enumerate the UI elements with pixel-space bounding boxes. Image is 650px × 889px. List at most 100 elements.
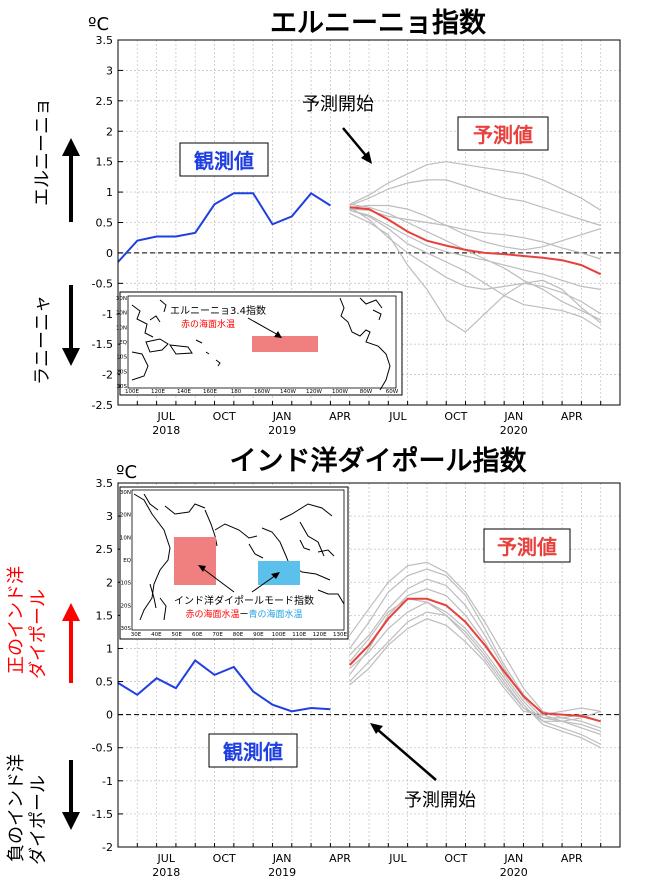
iod-inset-pointer-west-head: [198, 565, 206, 572]
enso-chart: エルニーニョ指数 ºC 3.5 3 2.5 2 1.5 1 0.5 0 -0.5 -1 -1.5 -2…: [32, 8, 621, 437]
bot-y-tick-label: 3: [106, 510, 113, 523]
iod-inset-title: インド洋ダイポールモード指数: [174, 594, 314, 607]
nino34-inset-lon-label: 160W: [254, 389, 270, 395]
bot-forecast-member-line: [349, 618, 601, 716]
iod-unit-label: ºC: [116, 462, 137, 483]
iod-inset-blue-term: 青の海面水温: [249, 608, 303, 620]
top-x-tick-label: JUL: [157, 410, 176, 423]
bot-forecast-member-line: [349, 601, 601, 749]
nino34-inset-map: エルニーニョ3.4指数 赤の海面水温 100E 120E 140E 160E 180 16…: [116, 291, 403, 396]
iod-inset-lon-label: 30E: [131, 632, 142, 638]
iod-inset-lon-label: 120E: [313, 632, 327, 638]
enso-y-tick-labels: 3.5 3 2.5 2 1.5 1 0.5 0 -0.5 -1 -1.5 -2 -2.5: [92, 34, 113, 412]
nino34-inset-lon-label: 80W: [360, 389, 373, 395]
top-y-tick-label: 2.5: [96, 95, 114, 108]
el-nino-up-arrowhead: [62, 138, 80, 156]
bot-y-tick-label: -2: [102, 841, 113, 854]
iod-inset-map-area: [131, 489, 345, 631]
top-x-tick-label: OCT: [444, 410, 467, 423]
nino34-inset-lon-label: 100W: [332, 389, 348, 395]
nino34-inset-lon-label: 120W: [306, 389, 322, 395]
bot-x-tick-label: APR: [329, 852, 351, 865]
iod-inset-lon-label: 90E: [253, 632, 264, 638]
iod-inset-coastline-east: [149, 503, 345, 621]
nino34-inset-coastline-west: [131, 299, 221, 381]
top-x-tick-year: 2018: [152, 424, 180, 437]
iod-y-tick-labels: 3.5 3 2.5 2 1.5 1 0.5 0 -0.5 -1 -1.5 -2: [92, 477, 113, 854]
nino34-inset-lon-label: 140E: [177, 389, 191, 395]
neg-iod-label-line2: ダイポール: [28, 775, 49, 865]
iod-inset-lat-label: 20S: [121, 603, 132, 609]
el-nino-side-label: エルニーニョ: [32, 98, 53, 206]
top-y-tick-label: -1.5: [92, 338, 113, 351]
nino34-inset-lon-label: 160E: [203, 389, 217, 395]
iod-plot-frame: [117, 482, 621, 848]
nino34-inset-lat-label: 10N: [116, 325, 127, 331]
nino34-inset-lat-label: 30S: [117, 384, 128, 390]
iod-inset-map: インド洋ダイポールモード指数 赤の海面水温ー青の海面水温 30E 40E 50E 60…: [119, 486, 349, 640]
bot-y-tick-label: 1.5: [96, 609, 114, 622]
top-forecast-member-line: [349, 179, 601, 227]
pos-iod-label-line2: ダイポール: [28, 589, 49, 679]
iod-inset-lat-label: 10S: [121, 581, 132, 587]
pos-iod-label-line1: 正のインド洋: [6, 566, 27, 674]
iod-observed-label-box: [208, 733, 298, 768]
nino34-inset-pointer-head: [274, 331, 282, 338]
bot-y-tick-label: 0: [106, 709, 113, 722]
top-x-tick-label: JUL: [388, 410, 407, 423]
top-y-tick-label: 1: [106, 186, 113, 199]
bot-y-tick-label: 0.5: [96, 676, 114, 689]
enso-forecast-start-arrow: [342, 127, 369, 159]
iod-observed-line: [117, 658, 331, 713]
top-forecast-member-line: [349, 161, 602, 211]
top-y-tick-label: -2: [102, 369, 113, 382]
top-y-tick-label: 2: [106, 125, 113, 138]
enso-observed-label: 観測値: [194, 149, 254, 173]
iod-inset-lat-label: 10N: [120, 535, 131, 541]
nino34-region-box: [252, 336, 318, 352]
top-y-tick-label: 3: [106, 64, 113, 77]
top-forecast-member-line: [349, 208, 601, 260]
top-forecast-member-line: [349, 203, 601, 321]
iod-inset-lon-label: 130E: [333, 632, 347, 638]
iod-inset-subtitle: 赤の海面水温ー青の海面水温: [185, 608, 302, 620]
iod-inset-lat-ticks: 30N 20N 10N EQ 10S 20S 30S: [120, 490, 132, 632]
enso-forecast-start-arrowhead: [361, 151, 372, 164]
iod-inset-lat-label: EQ: [123, 558, 131, 564]
iod-forecast-label: 予測値: [497, 535, 557, 559]
bot-x-tick-label: JAN: [272, 852, 292, 865]
nino34-inset-lon-label: 180: [231, 389, 242, 395]
top-y-tick-label: -1: [102, 308, 113, 321]
iod-inset-lon-label: 40E: [151, 632, 162, 638]
iod-inset-lon-label: 110E: [292, 632, 306, 638]
bot-forecast-member-line: [349, 561, 601, 729]
bot-y-tick-label: 3.5: [96, 477, 114, 490]
top-x-tick-year: 2019: [268, 424, 296, 437]
top-x-tick-label: APR: [329, 410, 351, 423]
iod-inset-minus: ー: [239, 610, 248, 620]
bot-x-tick-label: OCT: [444, 852, 467, 865]
top-y-tick-label: -2.5: [92, 399, 113, 412]
bot-x-tick-label: OCT: [213, 852, 236, 865]
iod-inset-lon-label: 80E: [233, 632, 244, 638]
top-y-tick-label: 1.5: [96, 156, 114, 169]
iod-inset-lon-label: 100E: [272, 632, 286, 638]
top-forecast-member-line: [349, 209, 601, 290]
la-nina-down-arrowhead: [62, 348, 80, 366]
la-nina-side-label: ラニーニャ: [32, 295, 53, 385]
iod-forecast-mean-line: [348, 597, 601, 723]
iod-inset-lat-label: 30N: [120, 490, 131, 496]
iod-inset-lon-label: 60E: [192, 632, 203, 638]
bot-y-tick-label: 2.5: [96, 543, 114, 556]
nino34-inset-pointer: [247, 317, 281, 337]
bot-x-tick-label: JUL: [388, 852, 407, 865]
top-forecast-member-line: [349, 204, 601, 251]
iod-inset-lon-label: 50E: [172, 632, 183, 638]
bot-x-tick-year: 2020: [500, 866, 528, 879]
bot-y-tick-label: -0.5: [92, 742, 113, 755]
iod-inset-pointer-west: [201, 567, 235, 593]
iod-inset-lon-ticks: 30E 40E 50E 60E 70E 80E 90E 100E 110E 120E 130E: [131, 632, 348, 638]
bot-x-tick-year: 2019: [268, 866, 296, 879]
top-x-tick-year: 2020: [500, 424, 528, 437]
top-y-tick-label: -0.5: [92, 277, 113, 290]
